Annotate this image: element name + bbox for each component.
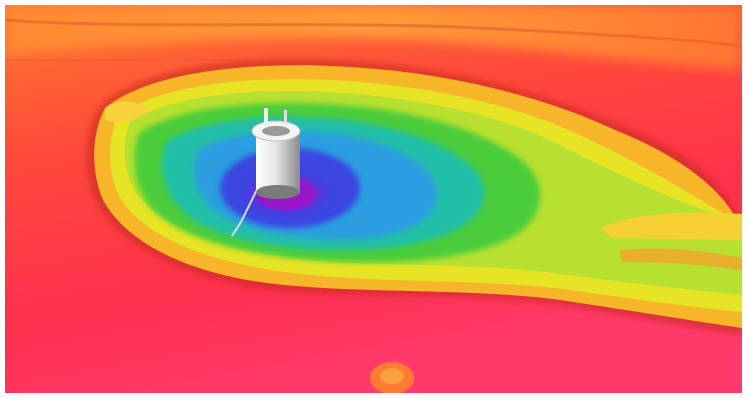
upper-terrace (5, 5, 742, 70)
seafloor-mound-top (380, 368, 404, 384)
right-spur-edge (620, 248, 742, 270)
left-notch (105, 101, 150, 122)
ridge-line-2 (4, 58, 241, 62)
right-spur (600, 212, 742, 240)
ridge-line (4, 18, 743, 48)
structure-icon (251, 108, 301, 199)
